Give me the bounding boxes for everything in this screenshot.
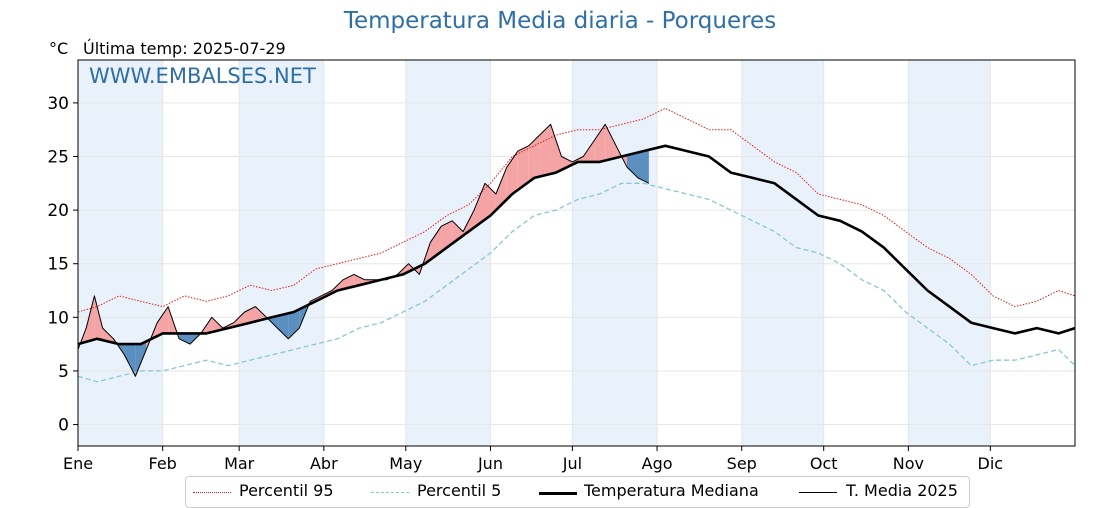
below-median-fill <box>124 344 136 377</box>
below-median-fill <box>637 149 649 184</box>
x-tick-label: Oct <box>810 454 838 473</box>
x-tick-label: Nov <box>893 454 924 473</box>
above-median-fill <box>484 183 496 220</box>
month-band <box>239 60 324 446</box>
series-lines <box>77 107 1076 383</box>
month-band <box>78 60 163 446</box>
below-median-fill <box>135 341 147 377</box>
anomaly-fills <box>78 124 649 377</box>
legend-swatch-median <box>539 492 577 495</box>
x-tick-label: Jul <box>562 454 582 473</box>
above-median-fill <box>211 317 223 333</box>
series-temperatura-mediana <box>77 144 1076 346</box>
y-tick-label: 15 <box>47 255 69 275</box>
month-band <box>572 60 658 446</box>
above-median-fill <box>605 124 617 161</box>
x-tick-label: Feb <box>149 454 177 473</box>
above-median-fill <box>528 135 540 182</box>
series-percentil-5 <box>77 182 1076 383</box>
above-median-fill <box>594 124 606 162</box>
above-median-fill <box>441 220 453 252</box>
below-median-fill <box>277 313 289 339</box>
series-percentil-95 <box>77 107 1076 313</box>
above-median-fill <box>86 295 95 342</box>
above-median-fill <box>539 124 551 177</box>
y-tick-label: 25 <box>47 148 69 168</box>
month-band <box>741 60 824 446</box>
legend-label-median: Temperatura Mediana <box>584 481 759 500</box>
x-tick-label: Mar <box>224 454 255 473</box>
below-median-fill <box>288 309 300 339</box>
below-median-fill <box>627 152 638 178</box>
x-tick-label: Jun <box>477 454 503 473</box>
legend-label-p5: Percentil 5 <box>417 481 502 500</box>
y-tick-label: 10 <box>47 308 69 328</box>
series-t-media-2025 <box>77 123 650 377</box>
legend-swatch-2025 <box>799 492 837 493</box>
above-median-fill <box>474 183 485 228</box>
above-median-fill <box>517 145 529 191</box>
legend-swatch-p95 <box>193 492 231 493</box>
above-median-fill <box>561 156 573 170</box>
y-tick-label: 20 <box>47 201 69 221</box>
month-band <box>908 60 991 446</box>
above-median-fill <box>255 306 267 322</box>
above-median-fill <box>430 226 442 260</box>
last-temp-label: Última temp: 2025-07-29 <box>83 39 286 58</box>
y-tick-label: 30 <box>47 94 69 114</box>
above-median-fill <box>583 140 595 162</box>
y-axis: 0 5 10 15 20 25 30 <box>47 94 78 436</box>
unit-label: °C <box>49 39 69 58</box>
above-median-fill <box>157 306 169 337</box>
legend-label-2025: T. Media 2025 <box>846 481 958 500</box>
y-tick-label: 5 <box>58 362 69 382</box>
legend-swatch-p5 <box>371 492 409 493</box>
above-median-fill <box>495 167 507 211</box>
above-median-fill <box>102 328 114 343</box>
chart-title: Temperatura Media diaria - Porqueres <box>343 8 777 34</box>
below-median-fill <box>179 333 190 345</box>
plot-frame <box>77 59 1076 447</box>
above-median-fill <box>452 220 464 244</box>
x-tick-label: Dic <box>978 454 1004 473</box>
y-tick-label: 0 <box>58 416 69 436</box>
legend-label-p95: Percentil 95 <box>239 481 334 500</box>
month-band <box>405 60 491 446</box>
above-median-fill <box>233 311 245 327</box>
month-bands <box>78 60 991 446</box>
x-tick-label: Abr <box>310 454 338 473</box>
x-tick-label: Ago <box>642 454 673 473</box>
watermark: WWW.EMBALSES.NET <box>89 64 316 88</box>
x-tick-label: Ene <box>63 454 93 473</box>
above-median-fill <box>342 274 354 290</box>
x-tick-label: Sep <box>727 454 757 473</box>
legend: Percentil 95 Percentil 5 Temperatura Med… <box>185 476 970 508</box>
x-axis: Ene Feb Mar Abr May Jun Jul Ago Sep Oct Nov Dic <box>63 446 1003 473</box>
above-median-fill <box>550 124 562 174</box>
x-tick-label: May <box>389 454 422 473</box>
